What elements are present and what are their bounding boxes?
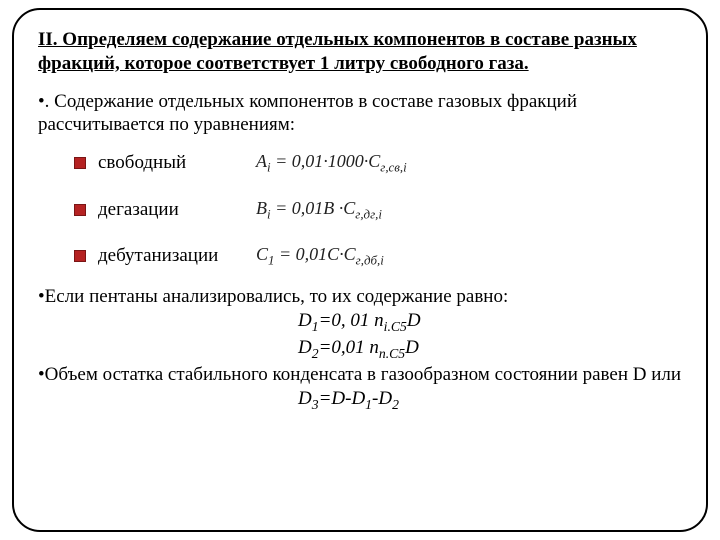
item-formula: C1 = 0,01C·Cг,дб,i (256, 244, 384, 269)
item-formula: Bi = 0,01B ·Cг,дг,i (256, 198, 382, 223)
list-item: свободный Ai = 0,01·1000·Cг,св,i (74, 151, 682, 176)
list-item: дебутанизации C1 = 0,01C·Cг,дб,i (74, 244, 682, 269)
list-item: дегазации Bi = 0,01B ·Cг,дг,i (74, 198, 682, 223)
equation-list: свободный Ai = 0,01·1000·Cг,св,i дегазац… (74, 151, 682, 269)
item-label: дебутанизации (98, 245, 228, 267)
equation-d2: D2=0,01 nn.C5D (298, 336, 682, 363)
bullet-square-icon (74, 204, 86, 216)
equation-d3: D3=D-D1-D2 (298, 387, 682, 414)
bullet-square-icon (74, 157, 86, 169)
pentanes-block: •Если пентаны анализировались, то их сод… (38, 285, 682, 414)
equation-d1: D1=0, 01 ni.C5D (298, 309, 682, 336)
item-label: свободный (98, 152, 228, 174)
text-line: •Объем остатка стабильного конденсата в … (38, 363, 682, 388)
item-label: дегазации (98, 199, 228, 221)
bullet-square-icon (74, 250, 86, 262)
item-formula: Ai = 0,01·1000·Cг,св,i (256, 151, 407, 176)
text-line: •Если пентаны анализировались, то их сод… (38, 285, 682, 310)
intro-paragraph: •. Содержание отдельных компонентов в со… (38, 90, 682, 138)
section-title: II. Определяем содержание отдельных комп… (38, 28, 682, 76)
content-frame: II. Определяем содержание отдельных комп… (12, 8, 708, 532)
